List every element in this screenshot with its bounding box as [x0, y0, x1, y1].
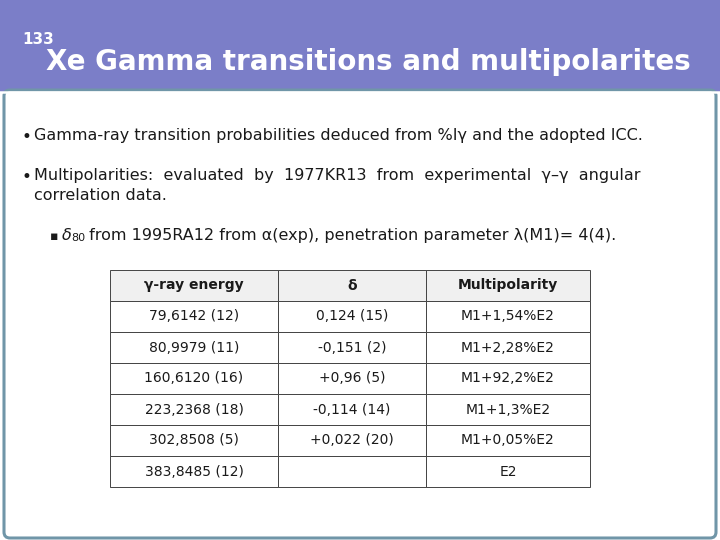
Bar	[426, 425, 590, 456]
Text: ▪: ▪	[50, 230, 58, 243]
Bar	[110, 332, 278, 363]
Bar	[426, 394, 590, 425]
Text: Gamma-ray transition probabilities deduced from %Iγ and the adopted ICC.: Gamma-ray transition probabilities deduc…	[34, 128, 643, 143]
Text: 160,6120 (16): 160,6120 (16)	[145, 372, 243, 386]
Bar	[278, 332, 426, 363]
Text: Multipolarity: Multipolarity	[458, 279, 558, 293]
Bar	[426, 456, 590, 487]
Bar	[278, 270, 426, 301]
Text: 80: 80	[71, 233, 85, 243]
Text: +0,022 (20): +0,022 (20)	[310, 434, 394, 448]
Bar	[278, 456, 426, 487]
Text: •: •	[22, 128, 32, 146]
Bar	[110, 301, 278, 332]
Bar	[426, 363, 590, 394]
Bar	[426, 301, 590, 332]
Text: M1+1,54%E2: M1+1,54%E2	[461, 309, 555, 323]
Bar	[426, 270, 590, 301]
Text: M1+0,05%E2: M1+0,05%E2	[461, 434, 555, 448]
Text: 383,8485 (12): 383,8485 (12)	[145, 464, 243, 478]
Text: from 1995RA12 from α(exp), penetration parameter λ(M1)= 4(4).: from 1995RA12 from α(exp), penetration p…	[84, 228, 616, 243]
Bar	[278, 363, 426, 394]
Text: 79,6142 (12): 79,6142 (12)	[149, 309, 239, 323]
Text: Xe Gamma transitions and multipolarites: Xe Gamma transitions and multipolarites	[46, 48, 690, 76]
Text: M1+92,2%E2: M1+92,2%E2	[461, 372, 555, 386]
Text: -0,114 (14): -0,114 (14)	[313, 402, 391, 416]
Text: 223,2368 (18): 223,2368 (18)	[145, 402, 243, 416]
Text: -0,151 (2): -0,151 (2)	[318, 341, 386, 354]
Bar	[0, 0, 720, 92]
Text: M1+1,3%E2: M1+1,3%E2	[465, 402, 551, 416]
Text: M1+2,28%E2: M1+2,28%E2	[461, 341, 555, 354]
Text: correlation data.: correlation data.	[34, 188, 167, 203]
Bar	[110, 456, 278, 487]
Text: E2: E2	[499, 464, 517, 478]
Text: •: •	[22, 168, 32, 186]
Bar	[110, 394, 278, 425]
Text: +0,96 (5): +0,96 (5)	[319, 372, 385, 386]
Text: 302,8508 (5): 302,8508 (5)	[149, 434, 239, 448]
Bar	[426, 332, 590, 363]
Bar	[110, 425, 278, 456]
Bar	[110, 363, 278, 394]
Text: γ-ray energy: γ-ray energy	[144, 279, 244, 293]
Bar	[110, 270, 278, 301]
Text: 80,9979 (11): 80,9979 (11)	[149, 341, 239, 354]
Bar	[278, 394, 426, 425]
Text: δ: δ	[62, 228, 72, 243]
Text: δ: δ	[347, 279, 357, 293]
FancyBboxPatch shape	[4, 90, 716, 538]
Text: 0,124 (15): 0,124 (15)	[316, 309, 388, 323]
Bar	[278, 425, 426, 456]
Text: 133: 133	[22, 32, 54, 47]
Text: Multipolarities:  evaluated  by  1977KR13  from  experimental  γ–γ  angular: Multipolarities: evaluated by 1977KR13 f…	[34, 168, 641, 183]
Bar	[278, 301, 426, 332]
